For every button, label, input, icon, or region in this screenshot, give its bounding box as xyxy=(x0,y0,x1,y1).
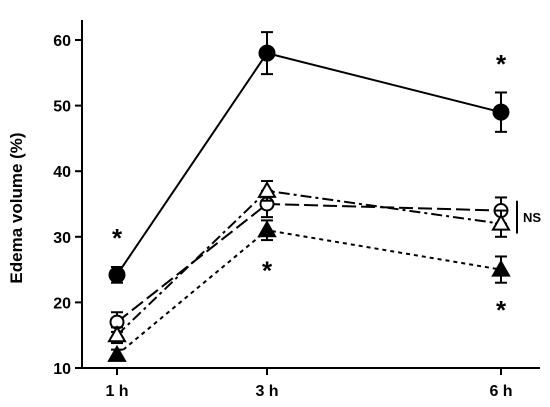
series-line xyxy=(116,189,502,336)
y-tick-label: 40 xyxy=(53,164,71,181)
series-line xyxy=(116,229,502,356)
annotation-layer: * * * * * NS xyxy=(112,0,541,325)
marker-filled-circle xyxy=(108,266,126,284)
marker-filled-triangle xyxy=(491,259,511,277)
marker-filled-triangle xyxy=(257,220,277,238)
significance-star: * xyxy=(496,295,507,325)
series-line xyxy=(116,51,502,276)
series-layer xyxy=(107,31,511,362)
series-line xyxy=(116,202,502,323)
y-tick-label: 50 xyxy=(53,99,71,116)
ns-label: NS xyxy=(523,210,541,225)
x-tick-label: 6 h xyxy=(489,383,512,400)
marker-open-triangle xyxy=(491,213,511,231)
marker-filled-triangle xyxy=(107,344,127,362)
axes: 10 20 30 40 50 60 1 h 3 h 6 h xyxy=(53,20,540,400)
significance-star: * xyxy=(262,0,273,13)
marker-filled-circle xyxy=(258,44,276,62)
y-tick-label: 10 xyxy=(53,361,71,378)
significance-star: * xyxy=(112,223,123,253)
marker-filled-circle xyxy=(492,103,510,121)
series-open-triangle xyxy=(107,180,511,345)
significance-star: * xyxy=(262,256,273,286)
x-tick-label: 3 h xyxy=(255,383,278,400)
marker-open-triangle xyxy=(257,180,277,198)
y-axis-label: Edema volume (%) xyxy=(7,132,26,283)
y-tick-label: 20 xyxy=(53,295,71,312)
y-tick-label: 30 xyxy=(53,230,71,247)
significance-star: * xyxy=(496,49,507,79)
x-tick-label: 1 h xyxy=(105,383,128,400)
series-filled-circle xyxy=(108,31,510,284)
marker-open-triangle xyxy=(107,325,127,343)
series-filled-triangle xyxy=(107,219,511,362)
y-tick-label: 60 xyxy=(53,33,71,50)
